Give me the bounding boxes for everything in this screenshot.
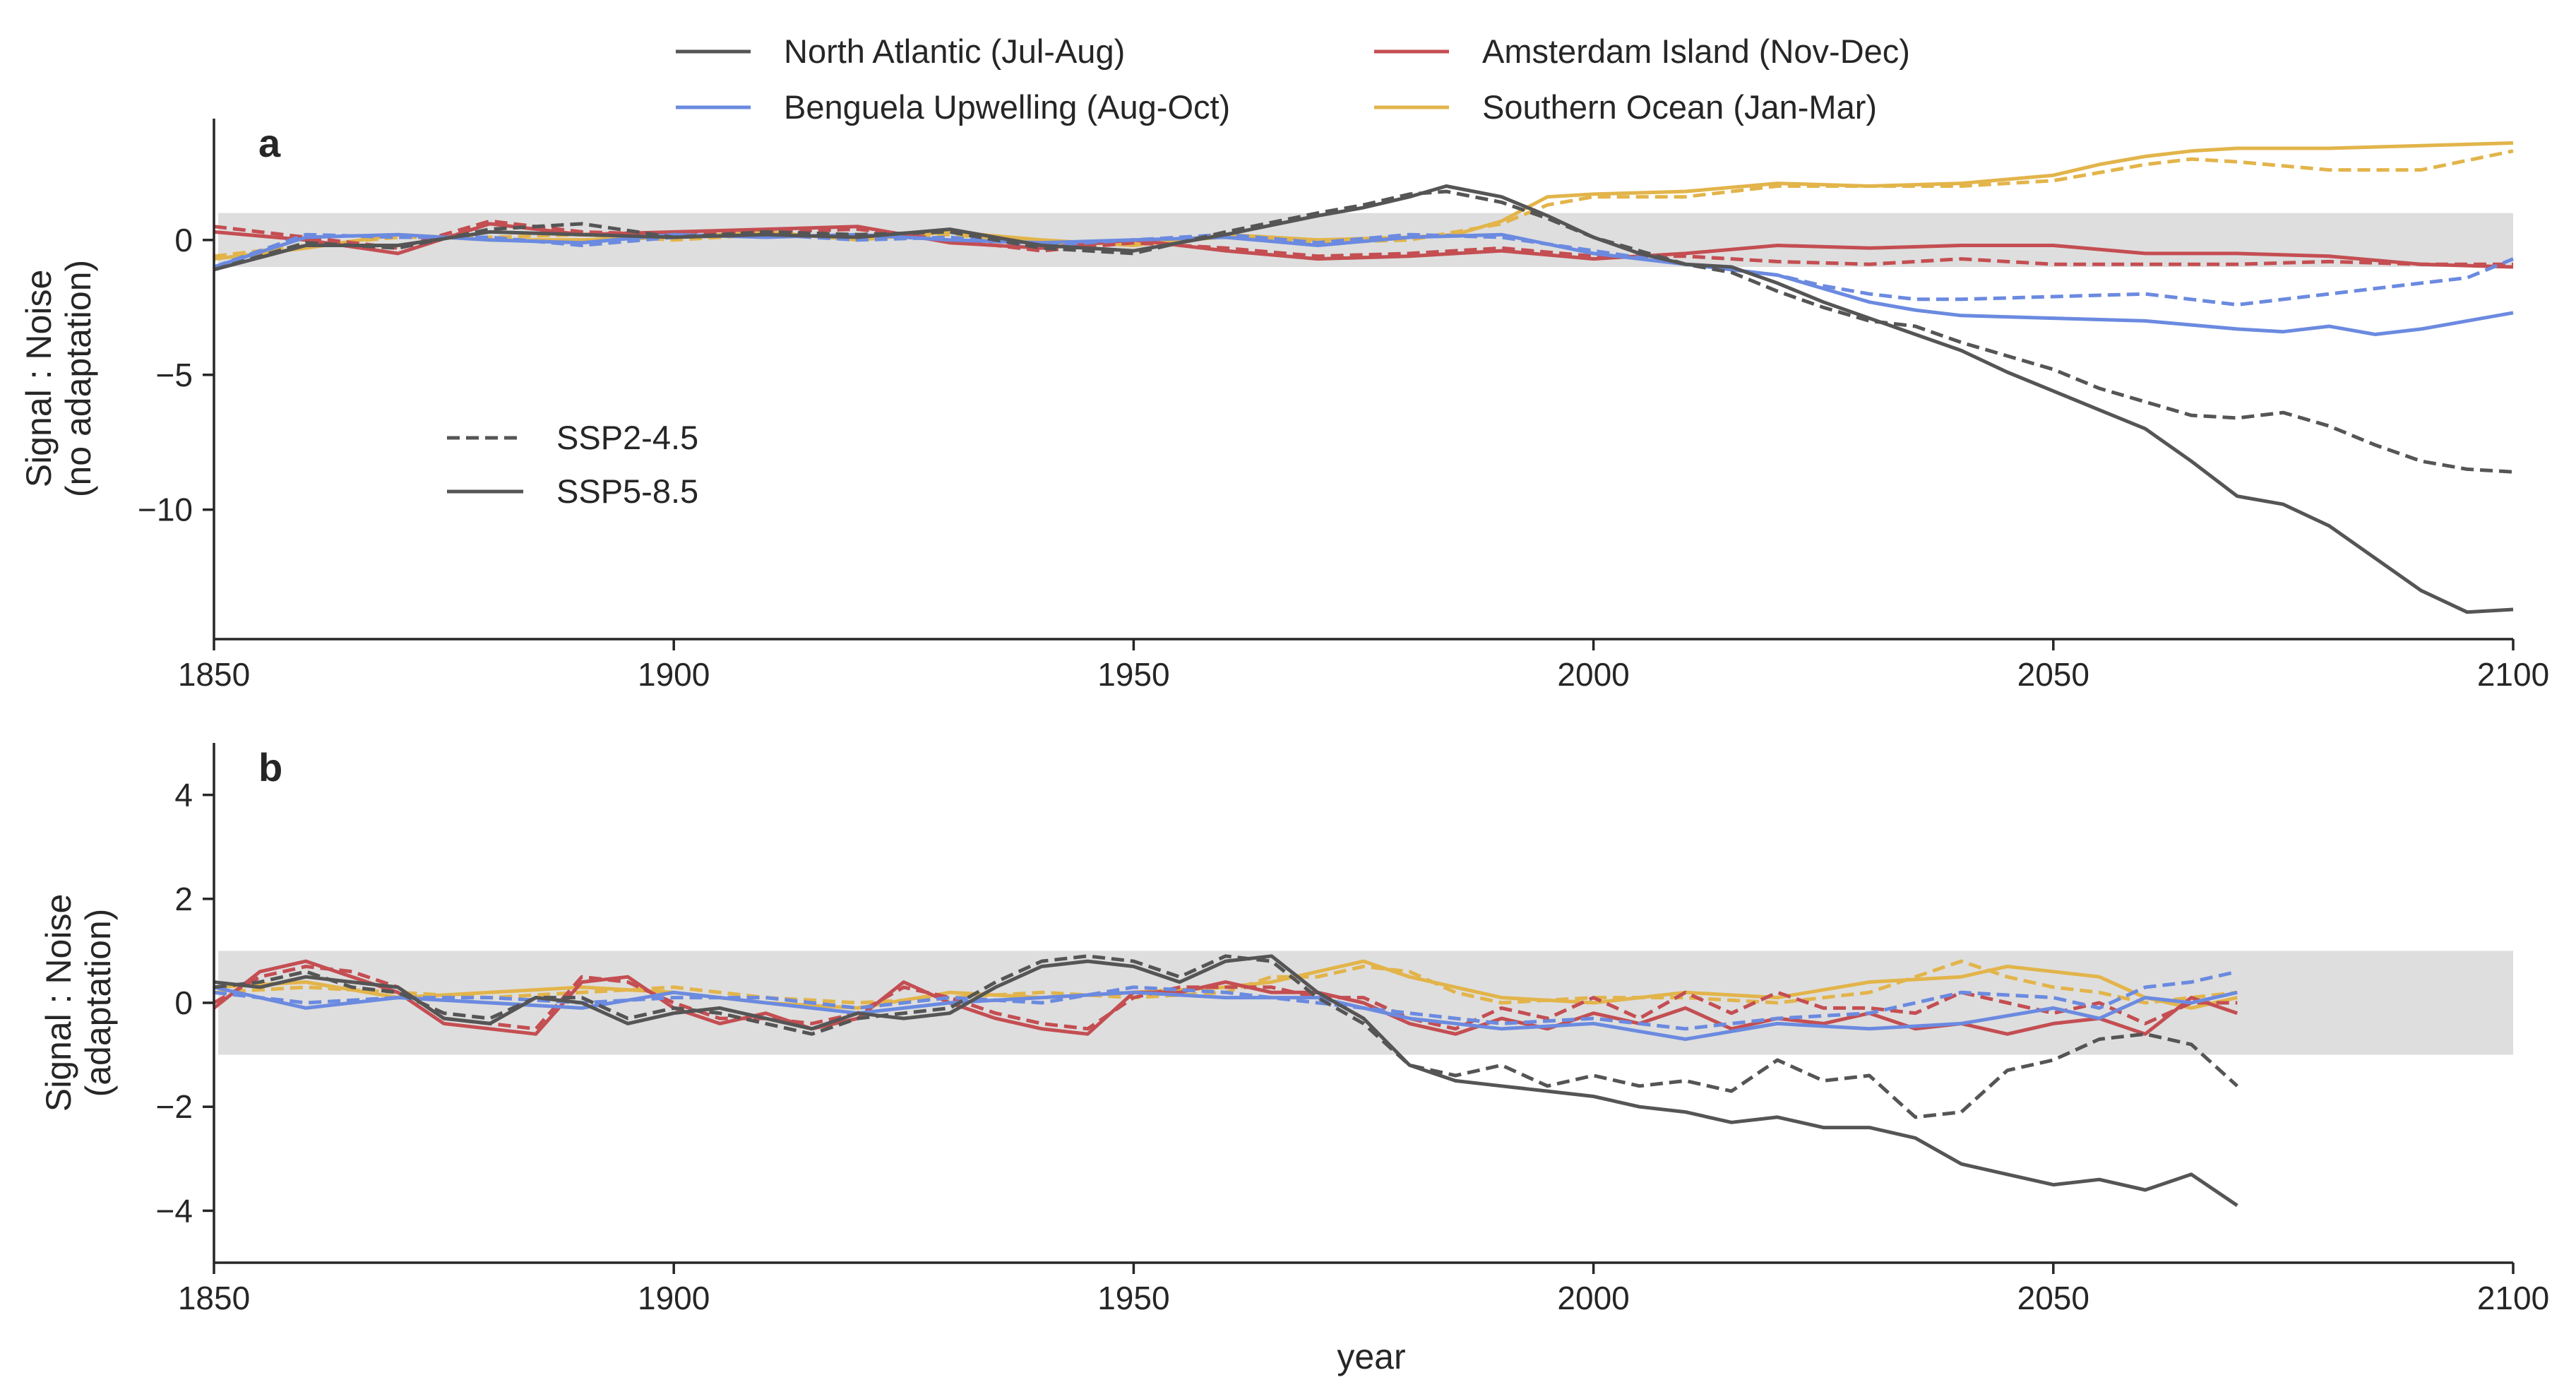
scenario-label: SSP2-4.5 — [556, 419, 698, 456]
x-axis-label: year — [1337, 1337, 1405, 1376]
series-line-1-ssp585 — [214, 232, 2514, 336]
series-line-2-ssp245 — [214, 965, 2238, 1031]
series-line-2-ssp585 — [214, 959, 2238, 1036]
x-tick-label: 1900 — [638, 1280, 710, 1316]
x-tick-label: 1900 — [638, 656, 710, 693]
legend-item: Amsterdam Island (Nov-Dec) — [1374, 32, 1910, 70]
y-tick-label: −4 — [156, 1192, 193, 1229]
scenario-legend-item: SSP2-4.5 — [447, 419, 698, 456]
series-line-0-ssp245 — [214, 954, 2238, 1119]
series-lines — [214, 141, 2514, 614]
y-tick-label: −2 — [156, 1088, 193, 1125]
x-tick-label: 2000 — [1557, 656, 1629, 693]
panel-a: 1850 1900 1950 2000 2050 2100 0 −5 −10 a Signal : … — [19, 119, 2549, 693]
series-line-0-ssp245 — [214, 189, 2514, 474]
series-line-2-ssp245 — [214, 219, 2513, 266]
y-tick-label: 2 — [174, 881, 193, 917]
y-tick-label: 0 — [174, 984, 193, 1021]
x-tick-label: 2000 — [1557, 1280, 1629, 1316]
y-tick-label: −10 — [138, 492, 193, 528]
series-lines — [214, 954, 2238, 1208]
scenario-legend-item: SSP5-8.5 — [447, 472, 698, 510]
x-tick-label: 2050 — [2017, 1280, 2089, 1316]
y-tick-label: 4 — [174, 777, 193, 814]
legend-label: Benguela Upwelling (Aug-Oct) — [784, 88, 1230, 126]
x-tick-label: 2100 — [2477, 656, 2549, 693]
x-tick-label: 2100 — [2477, 1280, 2549, 1316]
x-tick-label: 1950 — [1097, 656, 1169, 693]
legend-label: Southern Ocean (Jan-Mar) — [1482, 88, 1877, 126]
x-tick-label: 1950 — [1097, 1280, 1169, 1316]
scenario-label: SSP5-8.5 — [556, 472, 698, 510]
legend-item: Benguela Upwelling (Aug-Oct) — [676, 88, 1230, 126]
legend-item: North Atlantic (Jul-Aug) — [676, 32, 1125, 70]
legend-label: Amsterdam Island (Nov-Dec) — [1482, 32, 1910, 70]
panel-tag: a — [258, 121, 281, 165]
panel-tag: b — [258, 745, 282, 790]
y-axis-label: Signal : Noise(no adaptation) — [19, 260, 98, 497]
legend-item: Southern Ocean (Jan-Mar) — [1374, 88, 1877, 126]
x-tick-label: 2050 — [2017, 656, 2089, 693]
region-legend: North Atlantic (Jul-Aug) Amsterdam Island… — [676, 32, 1910, 126]
panel-b: 1850 1900 1950 2000 2050 2100 4 2 0 −2 −4 b Signal :… — [39, 743, 2549, 1316]
x-tick-label: 1850 — [178, 656, 250, 693]
y-tick-label: −5 — [156, 357, 193, 393]
y-axis-label: Signal : Noise(adaptation) — [39, 894, 118, 1112]
x-tick-label: 1850 — [178, 1280, 250, 1316]
series-line-0-ssp585 — [214, 184, 2514, 614]
legend-label: North Atlantic (Jul-Aug) — [784, 32, 1125, 70]
series-line-1-ssp585 — [214, 985, 2238, 1041]
series-line-1-ssp245 — [214, 232, 2514, 306]
y-tick-label: 0 — [174, 222, 193, 258]
